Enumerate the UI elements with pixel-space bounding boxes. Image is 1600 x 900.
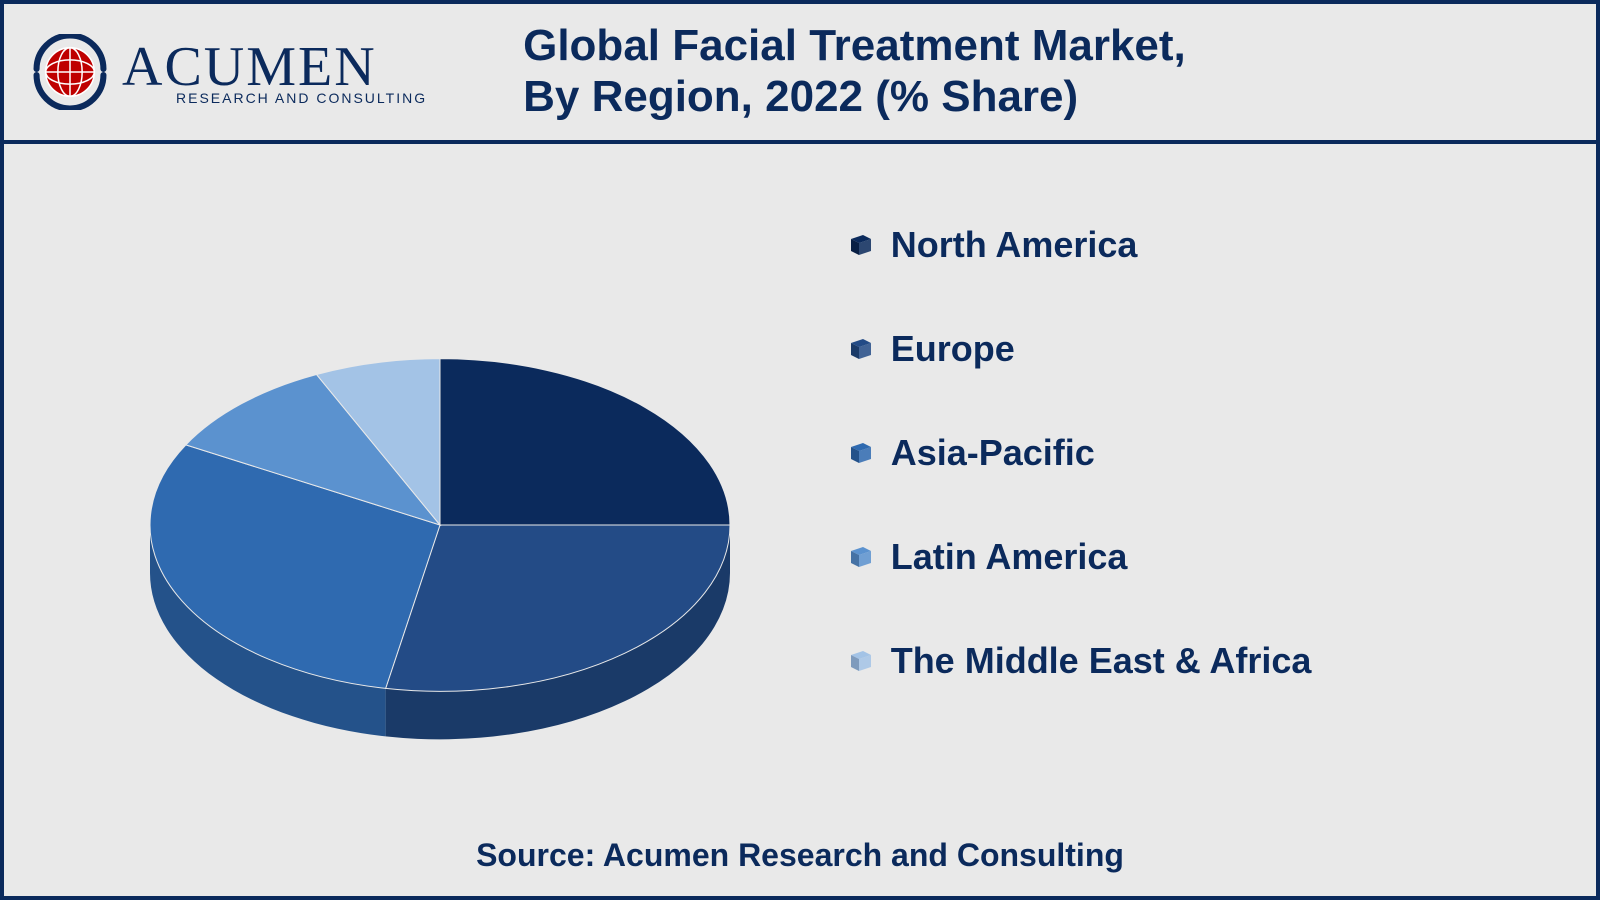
legend-item: Europe bbox=[847, 328, 1536, 370]
chart-frame: ACUMEN RESEARCH AND CONSULTING Global Fa… bbox=[0, 0, 1600, 900]
legend-swatch-icon bbox=[847, 543, 875, 571]
legend-item: The Middle East & Africa bbox=[847, 640, 1536, 682]
legend-label: The Middle East & Africa bbox=[891, 640, 1312, 682]
title-line-2: By Region, 2022 (% Share) bbox=[523, 72, 1078, 121]
legend-item: Latin America bbox=[847, 536, 1536, 578]
legend-label: North America bbox=[891, 224, 1138, 266]
source-label: Source: Acumen Research and Consulting bbox=[4, 837, 1596, 874]
pie-svg bbox=[100, 275, 780, 795]
logo-text: ACUMEN RESEARCH AND CONSULTING bbox=[122, 39, 427, 105]
logo-tagline: RESEARCH AND CONSULTING bbox=[176, 91, 427, 105]
logo: ACUMEN RESEARCH AND CONSULTING bbox=[32, 34, 427, 110]
legend-item: North America bbox=[847, 224, 1536, 266]
legend-swatch-icon bbox=[847, 647, 875, 675]
chart-body: North America Europe Asia-Pacific Latin Ame… bbox=[4, 144, 1596, 896]
legend-item: Asia-Pacific bbox=[847, 432, 1536, 474]
title-line-1: Global Facial Treatment Market, bbox=[523, 21, 1186, 70]
legend-label: Europe bbox=[891, 328, 1015, 370]
pie-slice bbox=[440, 359, 730, 525]
legend-swatch-icon bbox=[847, 335, 875, 363]
legend-label: Asia-Pacific bbox=[891, 432, 1095, 474]
title-container: Global Facial Treatment Market, By Regio… bbox=[463, 21, 1568, 122]
legend-swatch-icon bbox=[847, 231, 875, 259]
logo-name: ACUMEN bbox=[122, 39, 427, 95]
legend-swatch-icon bbox=[847, 439, 875, 467]
chart-title: Global Facial Treatment Market, By Regio… bbox=[523, 21, 1568, 122]
legend: North America Europe Asia-Pacific Latin Ame… bbox=[837, 204, 1556, 866]
legend-label: Latin America bbox=[891, 536, 1128, 578]
pie-chart bbox=[44, 204, 837, 866]
header-bar: ACUMEN RESEARCH AND CONSULTING Global Fa… bbox=[4, 4, 1596, 144]
globe-icon bbox=[32, 34, 108, 110]
